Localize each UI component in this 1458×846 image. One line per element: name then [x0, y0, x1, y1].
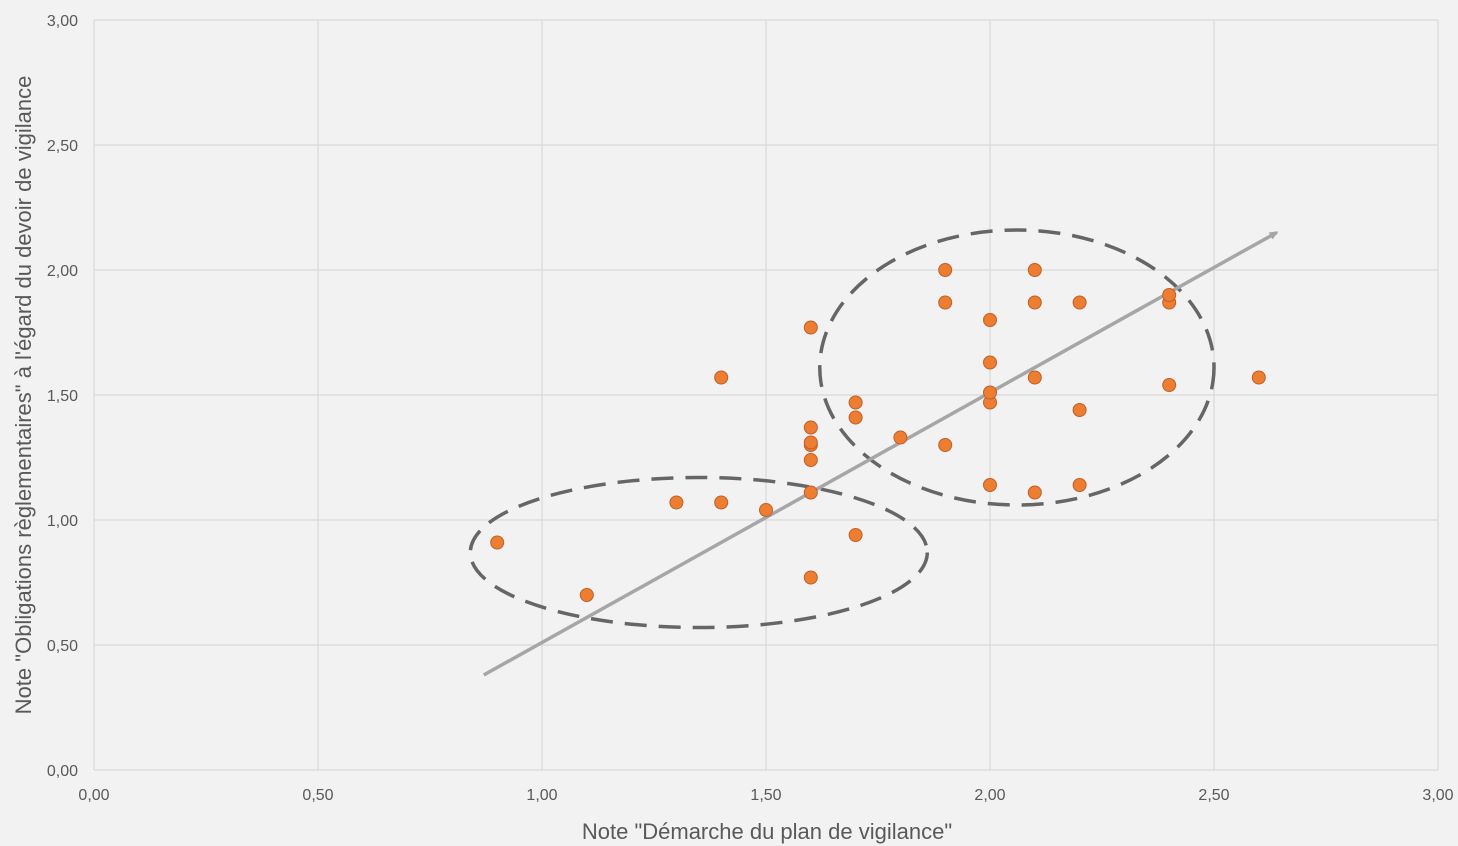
data-point — [983, 313, 997, 327]
x-tick-label: 1,50 — [750, 787, 781, 804]
data-point — [803, 320, 818, 335]
trend-arrow — [482, 230, 1279, 677]
data-point — [714, 495, 729, 510]
data-point — [893, 430, 908, 445]
data-point — [803, 485, 818, 500]
y-tick-label: 1,50 — [47, 388, 78, 405]
cluster-ellipses — [468, 228, 1216, 630]
y-tick-label: 2,00 — [47, 263, 78, 280]
x-tick-label: 0,50 — [302, 787, 333, 804]
y-tick-label: 2,50 — [47, 138, 78, 155]
data-point — [848, 410, 863, 425]
y-axis-title: Note "Obligations règlementaires" à l'ég… — [11, 76, 36, 715]
x-tick-label: 2,50 — [1198, 787, 1229, 804]
data-point — [1027, 295, 1042, 310]
data-point — [1072, 478, 1087, 492]
gridlines — [93, 19, 1439, 771]
data-point — [714, 370, 729, 385]
data-point — [938, 295, 953, 310]
y-tick-label: 0,50 — [47, 638, 78, 655]
y-tick-label: 1,00 — [47, 513, 78, 530]
data-point — [848, 528, 863, 542]
data-point — [803, 420, 818, 435]
y-tick-label: 0,00 — [47, 763, 78, 780]
data-point — [759, 503, 773, 517]
data-point — [1162, 378, 1177, 392]
tick-labels: 0,00 0,50 1,00 1,50 2,00 2,50 3,00 0,00 0,50 1,00… — [47, 13, 1454, 804]
data-point — [983, 385, 997, 400]
data-point — [803, 435, 818, 450]
data-point — [848, 395, 863, 410]
x-tick-label: 3,00 — [1422, 787, 1453, 804]
x-axis-title: Note "Démarche du plan de vigilance" — [582, 819, 952, 844]
data-point — [1027, 370, 1042, 385]
data-point — [983, 478, 997, 492]
data-point — [1027, 485, 1042, 500]
x-tick-label: 1,00 — [526, 787, 557, 804]
data-point — [983, 355, 997, 370]
trend-arrow-group — [482, 230, 1279, 677]
x-tick-label: 0,00 — [78, 787, 109, 804]
data-point — [1027, 263, 1042, 277]
data-point — [1162, 288, 1177, 302]
data-point — [1072, 403, 1087, 417]
data-point — [803, 570, 818, 585]
data-point — [938, 438, 953, 452]
data-point — [669, 495, 684, 510]
cluster-ellipse — [468, 475, 930, 630]
data-points — [490, 263, 1266, 602]
data-point — [1251, 370, 1266, 385]
data-point — [490, 535, 505, 550]
data-point — [803, 453, 818, 467]
cluster-ellipse — [818, 228, 1216, 507]
x-tick-label: 2,00 — [974, 787, 1005, 804]
data-point — [938, 263, 953, 277]
data-point — [579, 588, 594, 602]
y-tick-label: 3,00 — [47, 13, 78, 30]
data-point — [1072, 295, 1087, 310]
